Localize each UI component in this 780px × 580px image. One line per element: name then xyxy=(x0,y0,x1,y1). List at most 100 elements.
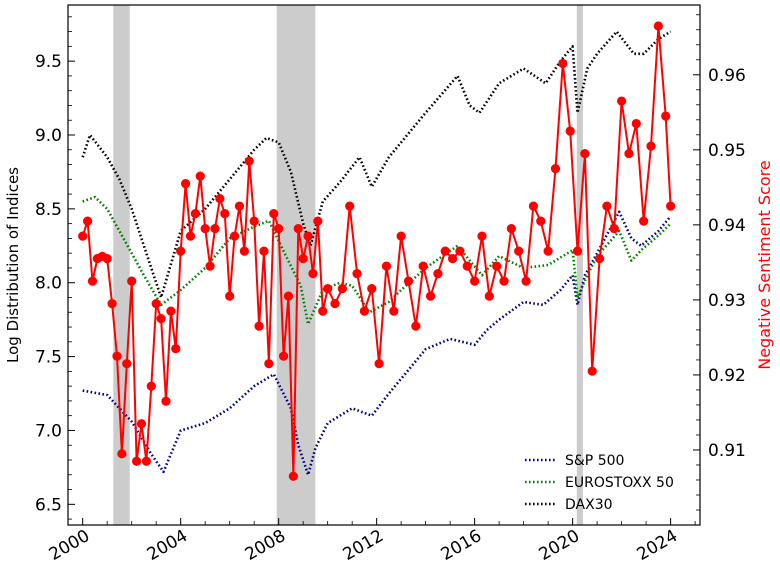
sentiment-point xyxy=(210,224,220,234)
sentiment-point xyxy=(131,456,142,466)
sentiment-point xyxy=(166,306,176,316)
sentiment-point xyxy=(117,449,127,459)
y-axis-label-right: Negative Sentiment Score xyxy=(755,160,774,370)
sentiment-point xyxy=(536,216,546,226)
y-right-tick-label: 0.91 xyxy=(708,441,746,461)
legend-label: DAX30 xyxy=(565,497,613,513)
sentiment-point xyxy=(521,276,531,286)
x-tick-label: 2024 xyxy=(634,526,681,565)
sentiment-point xyxy=(330,299,340,309)
sentiment-point xyxy=(418,261,428,271)
sentiment-point xyxy=(225,291,235,301)
y-right-tick-label: 0.92 xyxy=(708,366,746,386)
y-right-tick-label: 0.96 xyxy=(708,66,746,86)
sentiment-point xyxy=(112,351,122,361)
sentiment-point xyxy=(200,224,210,234)
sentiment-point xyxy=(278,351,289,361)
legend-label: S&P 500 xyxy=(565,453,624,469)
sentiment-point xyxy=(234,201,245,211)
sentiment-point xyxy=(455,246,465,256)
sentiment-point xyxy=(666,201,676,211)
y-left-tick-label: 9.5 xyxy=(35,52,62,72)
y-left-tick-label: 8.0 xyxy=(35,274,62,294)
sentiment-point xyxy=(389,306,399,316)
plot-frame xyxy=(67,4,701,526)
sentiment-point xyxy=(239,246,249,256)
x-tick-label: 2020 xyxy=(536,526,583,565)
sentiment-point xyxy=(646,141,656,151)
sentiment-point xyxy=(303,231,313,241)
series-line-s-p-500 xyxy=(82,210,672,477)
sentiment-point xyxy=(254,321,264,331)
sentiment-point xyxy=(550,163,561,174)
sentiment-point xyxy=(594,254,605,264)
sentiment-point xyxy=(543,246,553,256)
x-tick-label: 2004 xyxy=(144,526,191,565)
sentiment-point xyxy=(572,246,583,256)
sentiment-point xyxy=(127,276,137,286)
sentiment-point xyxy=(477,231,487,241)
sentiment-point xyxy=(283,291,294,301)
sentiment-point xyxy=(171,344,181,354)
plot-lines xyxy=(78,21,676,481)
legend-label: EUROSTOXX 50 xyxy=(565,475,674,491)
sentiment-point xyxy=(396,231,406,241)
sentiment-point xyxy=(639,216,649,226)
sentiment-point xyxy=(528,201,539,211)
sentiment-point xyxy=(264,359,274,369)
sentiment-point xyxy=(323,284,333,294)
sentiment-point xyxy=(215,193,225,204)
sentiment-point xyxy=(82,216,93,226)
sentiment-point xyxy=(587,366,597,376)
series-line-negative-sentiment xyxy=(81,25,672,478)
sentiment-point xyxy=(288,471,298,481)
x-tick-label: 2008 xyxy=(242,526,289,565)
sentiment-point xyxy=(151,299,161,309)
y-right-tick-label: 0.95 xyxy=(708,141,746,161)
sentiment-point xyxy=(259,246,269,256)
sentiment-point xyxy=(462,261,472,271)
sentiment-point xyxy=(492,261,502,271)
sentiment-point xyxy=(352,269,362,279)
sentiment-point xyxy=(558,58,568,69)
recession-band xyxy=(576,5,583,525)
sentiment-point xyxy=(195,171,205,181)
sentiment-point xyxy=(161,396,171,406)
sentiment-point xyxy=(229,231,240,241)
sentiment-point xyxy=(381,261,392,271)
sentiment-point xyxy=(87,276,98,286)
y-left-tick-label: 7.0 xyxy=(35,421,62,441)
recession-bands xyxy=(113,5,583,525)
sentiment-point xyxy=(180,178,191,189)
sentiment-point xyxy=(249,216,259,226)
y-left-tick-label: 6.5 xyxy=(35,495,62,515)
sentiment-point xyxy=(298,254,308,264)
sentiment-point xyxy=(122,359,132,369)
sentiment-point xyxy=(631,118,641,129)
x-tick-label: 2016 xyxy=(438,526,485,565)
sentiment-point xyxy=(107,299,117,309)
sentiment-point xyxy=(425,291,436,301)
sentiment-point xyxy=(403,276,414,286)
sentiment-point xyxy=(470,276,480,286)
y-left-tick-label: 9.0 xyxy=(35,126,62,146)
sentiment-point xyxy=(190,209,200,219)
y-left-tick-label: 7.5 xyxy=(35,348,62,368)
sentiment-point xyxy=(313,216,323,226)
y-left-tick-label: 8.5 xyxy=(35,200,62,220)
sentiment-point xyxy=(624,148,634,159)
sentiment-point xyxy=(602,201,612,211)
sentiment-point xyxy=(484,291,494,301)
sentiment-point xyxy=(205,261,215,271)
sentiment-point xyxy=(440,246,450,256)
sentiment-point xyxy=(185,231,196,241)
sentiment-point xyxy=(293,224,303,234)
x-tick-label: 2012 xyxy=(340,526,387,565)
sentiment-point xyxy=(367,284,377,294)
x-tick-label: 2000 xyxy=(46,526,93,565)
sentiment-point xyxy=(345,201,355,211)
sentiment-point xyxy=(318,306,328,316)
sentiment-point xyxy=(506,224,516,234)
y-right-tick-label: 0.93 xyxy=(708,291,746,311)
